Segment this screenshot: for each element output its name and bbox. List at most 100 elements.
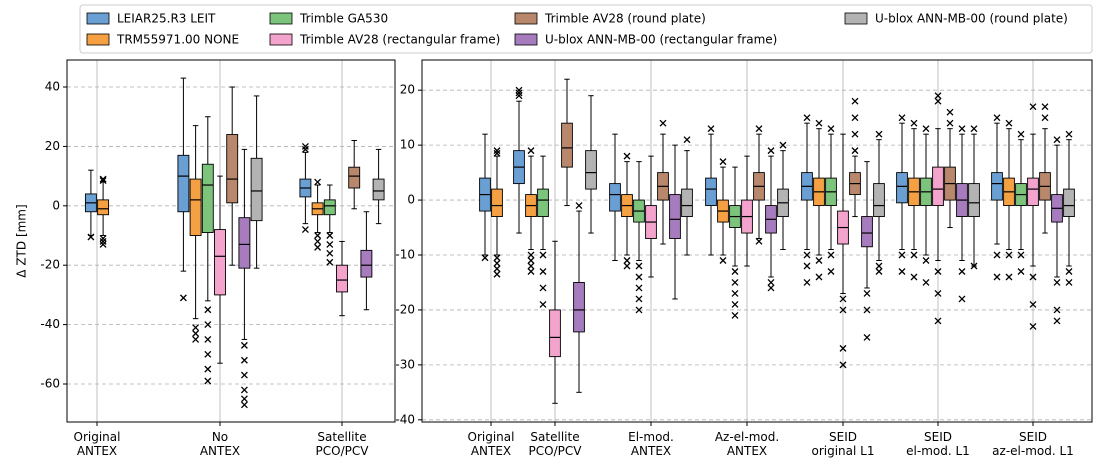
flier [1029, 300, 1037, 308]
flier [1017, 268, 1025, 275]
flier [539, 284, 547, 292]
flier [1041, 103, 1049, 111]
flier [707, 125, 715, 133]
flier [839, 344, 847, 352]
y-tick-label: 10 [400, 138, 415, 152]
flier [993, 251, 1001, 259]
flier [493, 149, 501, 157]
flier [192, 335, 200, 343]
box [991, 172, 1003, 201]
flier [934, 317, 942, 325]
box [214, 229, 226, 296]
flier [851, 147, 859, 155]
flier [539, 251, 547, 259]
flier [970, 125, 978, 133]
flier [481, 254, 489, 262]
flier [527, 147, 535, 155]
flier [922, 279, 930, 286]
flier [827, 268, 835, 275]
flier [326, 240, 334, 248]
flier [755, 125, 763, 133]
box [177, 154, 190, 213]
flier [1005, 273, 1013, 281]
flier [204, 335, 212, 343]
box [549, 309, 561, 358]
legend-label: Trimble AV28 (rectangular frame) [299, 33, 500, 47]
y-tick-label: -10 [395, 248, 415, 262]
box [585, 150, 597, 190]
flier [767, 284, 775, 292]
legend-swatch [514, 12, 538, 25]
box [238, 217, 251, 269]
flier [527, 251, 535, 259]
flier [934, 290, 942, 297]
box [323, 199, 336, 216]
y-tick-label: -20 [40, 258, 60, 272]
flier [493, 254, 501, 262]
legend-label: Trimble AV28 (round plate) [544, 12, 706, 26]
box [360, 249, 373, 278]
flier [803, 251, 811, 259]
legend-label: TRM55971.00 NONE [116, 33, 239, 47]
flier [910, 273, 918, 281]
flier [1041, 114, 1049, 122]
flier [1017, 130, 1025, 138]
legend-swatch [269, 33, 293, 46]
y-tick-label: 20 [400, 83, 415, 97]
flier [301, 142, 309, 150]
flier [539, 268, 547, 275]
flier [851, 114, 859, 122]
box [968, 183, 980, 218]
flier [815, 119, 823, 127]
box [896, 172, 908, 204]
flier [527, 257, 535, 264]
box [561, 122, 573, 168]
flier [898, 114, 906, 122]
box [609, 183, 621, 212]
flier [575, 202, 583, 210]
flier [946, 119, 954, 127]
flier [314, 232, 322, 239]
flier [898, 251, 906, 259]
flier [958, 295, 966, 303]
flier [99, 175, 107, 183]
y-tick-label: -40 [395, 412, 415, 426]
x-tick-label: Original ANTEX [73, 430, 121, 458]
box [861, 216, 873, 248]
flier [240, 371, 248, 379]
flier [1005, 251, 1013, 259]
flier [623, 257, 631, 264]
box [669, 194, 681, 239]
flier [240, 401, 248, 409]
flier [623, 262, 631, 270]
x-tick-label: SEID az-el-mod. L1 [992, 430, 1074, 458]
flier [731, 279, 739, 286]
flier [192, 324, 200, 332]
box [491, 188, 503, 218]
flier [827, 251, 835, 259]
box [1027, 177, 1039, 207]
flier [683, 136, 691, 144]
legend-label: Trimble GA530 [299, 12, 388, 26]
box [189, 178, 202, 236]
x-tick-label: SEID el-mod. L1 [906, 430, 970, 458]
flier [1029, 273, 1037, 281]
flier [635, 284, 643, 292]
flier [993, 114, 1001, 122]
box [705, 177, 717, 207]
x-tick-label: SEID original L1 [811, 430, 875, 458]
flier [1053, 279, 1061, 286]
plot-frame [66, 59, 396, 423]
flier [99, 240, 107, 248]
flier [527, 268, 535, 275]
flier [839, 306, 847, 314]
flier [839, 361, 847, 369]
flier [99, 237, 107, 245]
legend-swatch [269, 12, 293, 25]
flier [635, 262, 643, 270]
flier [539, 300, 547, 308]
flier [240, 341, 248, 349]
flier [719, 257, 727, 264]
flier [1053, 306, 1061, 314]
